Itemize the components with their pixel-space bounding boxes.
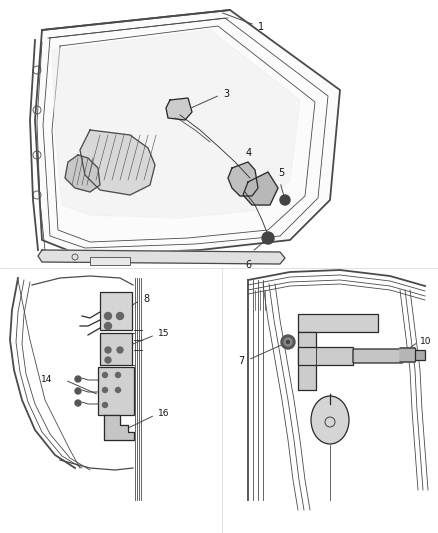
Text: 14: 14 (41, 375, 52, 384)
Circle shape (105, 347, 111, 353)
Polygon shape (400, 348, 418, 362)
FancyBboxPatch shape (353, 349, 403, 363)
Circle shape (102, 402, 107, 408)
Bar (100, 292, 132, 330)
Circle shape (75, 400, 81, 406)
Bar (298, 347, 353, 365)
Circle shape (262, 232, 274, 244)
Circle shape (281, 335, 295, 349)
Bar (415, 350, 425, 360)
Bar (90, 257, 130, 265)
Polygon shape (243, 172, 278, 205)
Bar (298, 332, 316, 390)
Circle shape (284, 338, 292, 346)
Circle shape (105, 357, 111, 363)
Text: 3: 3 (223, 89, 229, 99)
Bar (100, 333, 132, 365)
Circle shape (105, 322, 112, 329)
Polygon shape (104, 415, 134, 440)
Circle shape (75, 388, 81, 394)
Text: 16: 16 (158, 409, 170, 418)
Circle shape (105, 312, 112, 319)
Circle shape (117, 312, 124, 319)
Text: 7: 7 (238, 356, 244, 366)
Circle shape (116, 373, 120, 377)
Polygon shape (166, 98, 192, 120)
Polygon shape (80, 130, 155, 195)
Text: 6: 6 (245, 260, 251, 270)
Text: 5: 5 (278, 168, 284, 178)
Polygon shape (65, 155, 100, 192)
Polygon shape (52, 30, 300, 218)
Circle shape (102, 373, 107, 377)
Circle shape (117, 347, 123, 353)
Bar (298, 314, 378, 332)
Circle shape (280, 195, 290, 205)
Circle shape (102, 387, 107, 392)
Text: 15: 15 (158, 329, 170, 338)
Circle shape (75, 376, 81, 382)
Text: 10: 10 (420, 336, 431, 345)
Polygon shape (38, 250, 285, 264)
Text: 1: 1 (258, 22, 264, 32)
Polygon shape (35, 10, 340, 255)
Ellipse shape (311, 396, 349, 444)
Text: 8: 8 (143, 294, 149, 304)
Circle shape (116, 387, 120, 392)
Circle shape (286, 341, 290, 343)
Text: 4: 4 (246, 148, 252, 158)
Polygon shape (228, 162, 258, 196)
Bar (98, 367, 134, 415)
